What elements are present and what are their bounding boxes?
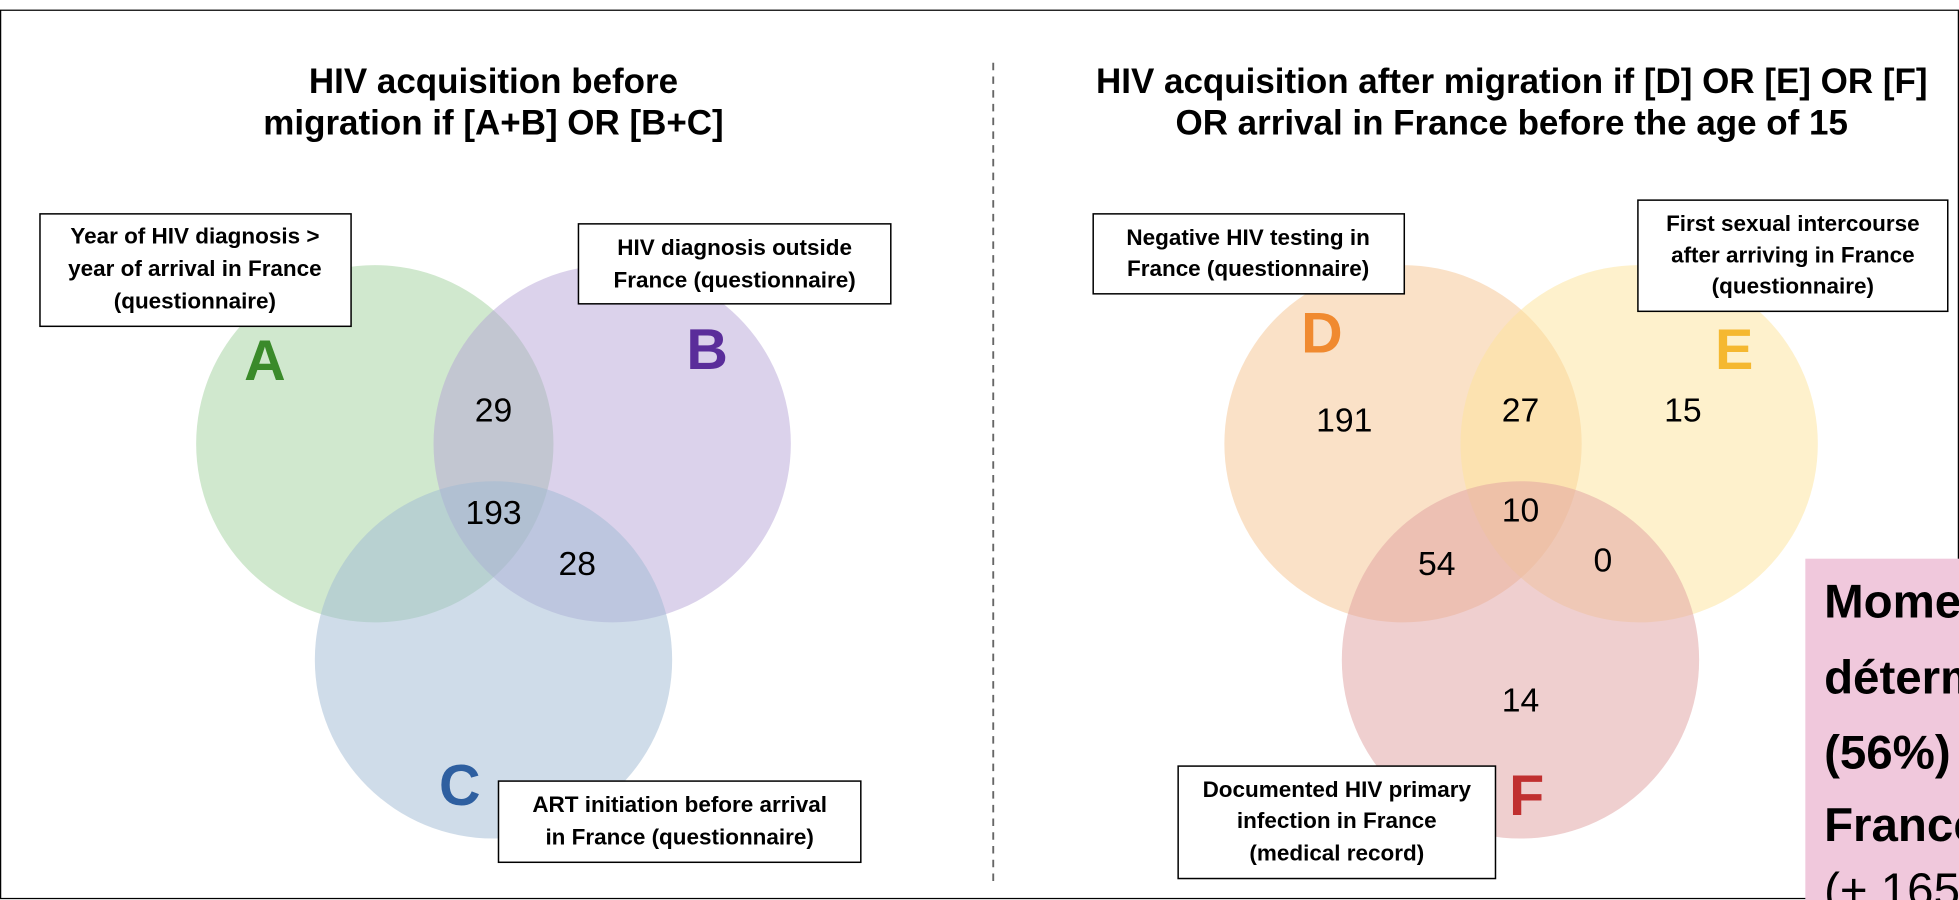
note-text: déterm bbox=[1824, 652, 1959, 705]
title-line: HIV acquisition before bbox=[309, 62, 678, 101]
count: 29 bbox=[475, 391, 513, 429]
box-text: (medical record) bbox=[1249, 841, 1424, 866]
box-text: France (questionnaire) bbox=[1127, 256, 1369, 281]
box-text: in France (questionnaire) bbox=[545, 824, 813, 849]
count: 10 bbox=[1502, 491, 1540, 529]
box-text: HIV diagnosis outside bbox=[617, 235, 852, 260]
box-text: infection in France bbox=[1237, 808, 1437, 833]
set-letter: B bbox=[686, 318, 728, 382]
box-text: Year of HIV diagnosis > bbox=[70, 224, 319, 249]
set-letter: D bbox=[1301, 302, 1343, 366]
count: 54 bbox=[1418, 545, 1456, 583]
box-text: year of arrival in France bbox=[68, 256, 322, 281]
box-text: ART initiation before arrival bbox=[532, 792, 827, 817]
label-box bbox=[1637, 199, 1949, 313]
count: 28 bbox=[558, 545, 596, 583]
box-text: (questionnaire) bbox=[1712, 274, 1874, 299]
circle-c bbox=[314, 481, 673, 839]
note-text: France bbox=[1824, 799, 1959, 852]
note-text: Mome bbox=[1824, 575, 1959, 628]
count: 14 bbox=[1502, 681, 1540, 719]
count: 193 bbox=[465, 494, 521, 532]
count: 27 bbox=[1502, 391, 1540, 429]
count: 15 bbox=[1664, 391, 1702, 429]
set-letter: E bbox=[1715, 318, 1753, 382]
label-box bbox=[1177, 765, 1497, 880]
frame bbox=[0, 9, 1959, 900]
note-box bbox=[1805, 558, 1959, 900]
label-box bbox=[497, 780, 862, 864]
box-text: First sexual intercourse bbox=[1666, 211, 1920, 236]
set-letter: F bbox=[1509, 764, 1544, 828]
box-text: France (questionnaire) bbox=[614, 267, 856, 292]
count: 0 bbox=[1594, 541, 1613, 579]
box-text: Documented HIV primary bbox=[1203, 777, 1472, 802]
label-box bbox=[39, 213, 352, 328]
count: 191 bbox=[1316, 401, 1372, 439]
circle-f bbox=[1341, 481, 1700, 839]
label-box bbox=[1092, 213, 1406, 295]
label-box bbox=[577, 223, 892, 305]
box-text: (questionnaire) bbox=[114, 289, 276, 314]
set-letter: A bbox=[244, 329, 286, 393]
note-text: (56%) bbox=[1824, 727, 1951, 780]
set-letter: C bbox=[439, 754, 481, 818]
box-text: after arriving in France bbox=[1671, 242, 1915, 267]
title-line: HIV acquisition after migration if [D] O… bbox=[1096, 62, 1927, 101]
title-line: OR arrival in France before the age of 1… bbox=[1176, 103, 1848, 142]
note-text: (+ 165 bbox=[1824, 864, 1959, 900]
title-line: migration if [A+B] OR [B+C] bbox=[263, 103, 723, 142]
box-text: Negative HIV testing in bbox=[1126, 225, 1369, 250]
